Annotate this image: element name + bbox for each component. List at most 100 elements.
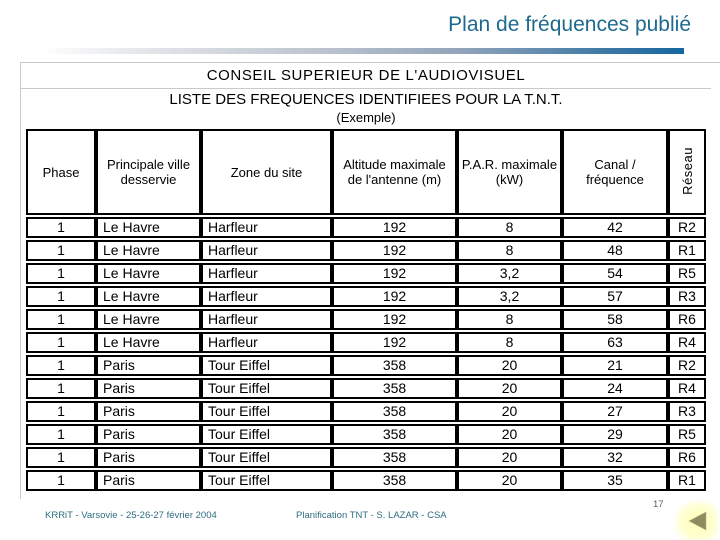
table-cell: 192 [332, 217, 457, 238]
table-cell: 358 [332, 378, 457, 399]
table-row: 1 Le Havre Harfleur 192 3,2 54 R5 [26, 263, 706, 284]
table-cell: 27 [562, 401, 668, 422]
table-cell: Tour Eiffel [201, 378, 332, 399]
table-cell: R5 [668, 263, 706, 284]
table-cell: Harfleur [201, 263, 332, 284]
table-cell: 20 [457, 401, 562, 422]
table-cell: Le Havre [96, 286, 201, 307]
frequency-table: Phase Principale ville desservie Zone du… [26, 127, 706, 493]
back-nav-button[interactable] [674, 500, 718, 540]
table-cell: Tour Eiffel [201, 424, 332, 445]
table-cell: 1 [26, 401, 96, 422]
table-cell: 358 [332, 447, 457, 468]
table-cell: 1 [26, 263, 96, 284]
table-cell: 358 [332, 424, 457, 445]
table-cell: 57 [562, 286, 668, 307]
col-header-zone: Zone du site [201, 129, 332, 215]
table-cell: Tour Eiffel [201, 470, 332, 491]
table-cell: 20 [457, 424, 562, 445]
table-row: 1 Paris Tour Eiffel 358 20 27 R3 [26, 401, 706, 422]
table-cell: Le Havre [96, 309, 201, 330]
table-cell: 20 [457, 355, 562, 376]
table-cell: 20 [457, 378, 562, 399]
table-cell: R4 [668, 378, 706, 399]
table-cell: 54 [562, 263, 668, 284]
table-cell: Harfleur [201, 240, 332, 261]
table-row: 1 Paris Tour Eiffel 358 20 24 R4 [26, 378, 706, 399]
table-cell: Paris [96, 378, 201, 399]
table-cell: 192 [332, 286, 457, 307]
table-cell: 1 [26, 447, 96, 468]
table-cell: 3,2 [457, 286, 562, 307]
table-cell: 58 [562, 309, 668, 330]
table-cell: Harfleur [201, 286, 332, 307]
col-header-phase: Phase [26, 129, 96, 215]
table-cell: Le Havre [96, 240, 201, 261]
table-subtitle-example: (Exemple) [336, 110, 396, 125]
col-header-ville: Principale ville desservie [96, 129, 201, 215]
table-subtitle: LISTE DES FREQUENCES IDENTIFIEES POUR LA… [169, 91, 563, 108]
col-header-reseau: Réseau [668, 129, 706, 215]
table-cell: R2 [668, 217, 706, 238]
table-cell: 192 [332, 332, 457, 353]
table-row: 1 Le Havre Harfleur 192 8 48 R1 [26, 240, 706, 261]
table-row: 1 Paris Tour Eiffel 358 20 32 R6 [26, 447, 706, 468]
table-cell: 358 [332, 355, 457, 376]
table-row: 1 Paris Tour Eiffel 358 20 21 R2 [26, 355, 706, 376]
table-cell: 192 [332, 263, 457, 284]
table-cell: 8 [457, 240, 562, 261]
table-cell: Tour Eiffel [201, 447, 332, 468]
table-cell: Tour Eiffel [201, 401, 332, 422]
col-header-canal: Canal / fréquence [562, 129, 668, 215]
table-cell: 192 [332, 240, 457, 261]
table-cell: Paris [96, 424, 201, 445]
table-cell: Paris [96, 470, 201, 491]
table-cell: 8 [457, 217, 562, 238]
col-header-par: P.A.R. maximale (kW) [457, 129, 562, 215]
table-cell: 8 [457, 309, 562, 330]
table-cell: Le Havre [96, 332, 201, 353]
table-cell: 358 [332, 470, 457, 491]
table-title: CONSEIL SUPERIEUR DE L'AUDIOVISUEL [21, 63, 711, 89]
table-cell: 35 [562, 470, 668, 491]
table-cell: 1 [26, 309, 96, 330]
table-cell: 63 [562, 332, 668, 353]
table-cell: 1 [26, 378, 96, 399]
table-cell: 32 [562, 447, 668, 468]
table-row: 1 Paris Tour Eiffel 358 20 35 R1 [26, 470, 706, 491]
table-cell: 48 [562, 240, 668, 261]
table-cell: 1 [26, 217, 96, 238]
table-cell: 20 [457, 470, 562, 491]
table-cell: Paris [96, 355, 201, 376]
slide-title: Plan de fréquences publié [448, 13, 691, 36]
table-row: 1 Paris Tour Eiffel 358 20 29 R5 [26, 424, 706, 445]
col-header-altitude: Altitude maximale de l'antenne (m) [332, 129, 457, 215]
table-cell: Paris [96, 401, 201, 422]
table-cell: 1 [26, 240, 96, 261]
table-cell: R6 [668, 447, 706, 468]
table-row: 1 Le Havre Harfleur 192 3,2 57 R3 [26, 286, 706, 307]
footer-author-text: Planification TNT - S. LAZAR - CSA [296, 510, 447, 521]
table-cell: 21 [562, 355, 668, 376]
table-cell: 1 [26, 332, 96, 353]
table-cell: 192 [332, 309, 457, 330]
table-header-row: Phase Principale ville desservie Zone du… [26, 129, 706, 215]
back-arrow-icon [688, 511, 707, 531]
table-cell: 1 [26, 424, 96, 445]
table-cell: Le Havre [96, 263, 201, 284]
table-cell: Harfleur [201, 332, 332, 353]
table-cell: R3 [668, 286, 706, 307]
table-cell: 1 [26, 470, 96, 491]
table-row: 1 Le Havre Harfleur 192 8 42 R2 [26, 217, 706, 238]
table-cell: R6 [668, 309, 706, 330]
table-cell: 24 [562, 378, 668, 399]
table-row: 1 Le Havre Harfleur 192 8 63 R4 [26, 332, 706, 353]
table-cell: 1 [26, 286, 96, 307]
table-placeholder: CONSEIL SUPERIEUR DE L'AUDIOVISUEL LISTE… [20, 62, 720, 499]
table-cell: 8 [457, 332, 562, 353]
table-cell: 42 [562, 217, 668, 238]
table-body: 1 Le Havre Harfleur 192 8 42 R2 1 Le Havre Harfle… [26, 217, 706, 491]
table-cell: R2 [668, 355, 706, 376]
table-cell: Paris [96, 447, 201, 468]
